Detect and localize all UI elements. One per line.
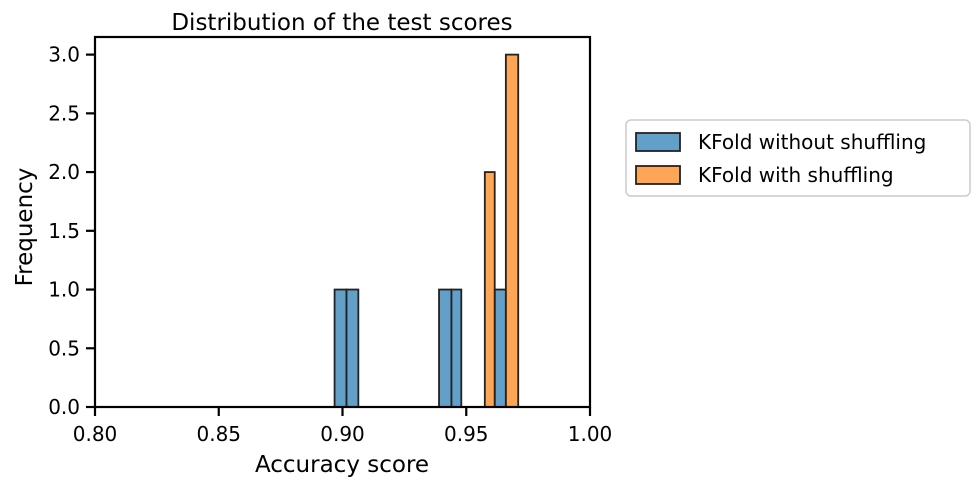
x-tick-label: 1.00: [568, 422, 613, 446]
bar-without-shuffling-1: [345, 288, 360, 408]
y-tick-label: 2.5: [48, 101, 80, 125]
legend-box: [625, 119, 971, 197]
y-tick-label: 2.0: [48, 160, 80, 184]
y-tick-label: 1.5: [48, 219, 80, 243]
legend-label-0: KFold without shuffling: [698, 130, 926, 154]
bar-without-shuffling-2: [438, 288, 453, 408]
chart-title: Distribution of the test scores: [171, 10, 512, 36]
bar-without-shuffling-0: [333, 288, 348, 408]
y-tick-label: 1.0: [48, 278, 80, 302]
y-tick-label: 0.0: [48, 395, 80, 419]
y-tick-label: 3.0: [48, 43, 80, 67]
legend: KFold without shuffling KFold with shuffl…: [625, 119, 971, 197]
x-tick-label: 0.90: [320, 422, 365, 446]
x-tick-label: 0.95: [444, 422, 489, 446]
bars-group: [333, 53, 520, 408]
x-axis-label: Accuracy score: [255, 452, 429, 478]
bar-without-shuffling-3: [450, 288, 463, 408]
legend-swatch-1: [635, 165, 681, 185]
x-tick-label: 0.80: [73, 422, 118, 446]
bar-with-shuffling-1: [504, 53, 520, 408]
bar-without-shuffling-4: [493, 288, 507, 408]
legend-label-1: KFold with shuffling: [698, 163, 894, 187]
x-tick-label: 0.85: [196, 422, 241, 446]
y-axis-label: Frequency: [12, 168, 38, 287]
axes-group: 0.80 0.85 0.90 0.95 1.00 0.0 0.5 1.0 1.5 2.0 2.5 3.…: [48, 35, 613, 446]
bar-with-shuffling-0: [483, 171, 496, 408]
legend-swatch-0: [635, 132, 681, 152]
y-tick-label: 0.5: [48, 336, 80, 360]
